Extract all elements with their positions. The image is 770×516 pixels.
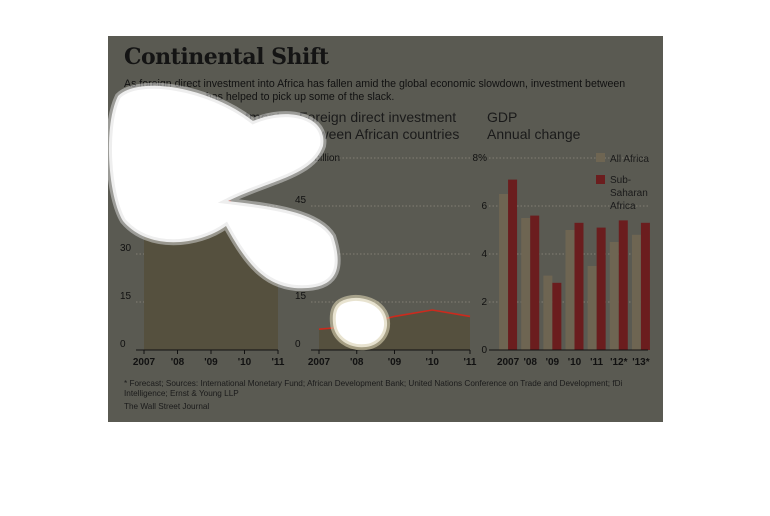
x-tick-label: 2007 bbox=[308, 357, 331, 368]
infographic-panel: Continental Shift As foreign direct inve… bbox=[108, 36, 663, 422]
x-tick-label: '08 bbox=[523, 357, 537, 368]
overlay-blob-small bbox=[329, 294, 391, 351]
overlay-shapes bbox=[108, 82, 391, 351]
bar-all-africa bbox=[543, 275, 553, 350]
y-tick-label: 15 bbox=[295, 291, 307, 302]
bar-sub-saharan bbox=[508, 179, 518, 350]
x-tick-label: '10 bbox=[238, 357, 252, 368]
x-tick-label: '10 bbox=[568, 357, 582, 368]
x-tick-label: '09 bbox=[546, 357, 560, 368]
bar-sub-saharan bbox=[574, 222, 584, 350]
x-tick-label: 2007 bbox=[497, 357, 520, 368]
legend-label-sub-saharan: Sub-Saharan Africa bbox=[610, 175, 648, 212]
y-tick-label: 30 bbox=[120, 243, 132, 254]
bar-sub-saharan bbox=[596, 227, 606, 350]
bar-sub-saharan bbox=[618, 220, 628, 350]
x-tick-label: '09 bbox=[388, 357, 402, 368]
x-tick-label: '11 bbox=[272, 357, 285, 368]
source-credit: The Wall Street Journal bbox=[124, 402, 210, 411]
x-tick-label: '12* bbox=[610, 357, 628, 368]
gdp-title: GDP Annual change bbox=[487, 109, 581, 142]
y-tick-label: 45 bbox=[295, 195, 307, 206]
bar-all-africa bbox=[587, 266, 597, 350]
bar-all-africa bbox=[521, 218, 531, 350]
x-tick-label: '09 bbox=[204, 357, 218, 368]
y-tick-label: 0 bbox=[120, 339, 126, 350]
y-tick-label: 6 bbox=[481, 201, 487, 212]
y-tick-label: 15 bbox=[120, 291, 132, 302]
bar-sub-saharan bbox=[552, 282, 562, 350]
y-tick-label: 0 bbox=[481, 345, 487, 356]
x-tick-label: '13* bbox=[632, 357, 650, 368]
x-tick-label: '08 bbox=[171, 357, 185, 368]
bar-all-africa bbox=[609, 242, 619, 350]
bar-all-africa bbox=[631, 234, 641, 350]
x-tick-label: '11 bbox=[590, 357, 603, 368]
unit-label: 8% bbox=[473, 153, 488, 164]
x-tick-label: '08 bbox=[350, 357, 364, 368]
x-tick-label: '10 bbox=[425, 357, 439, 368]
legend-swatch-all-africa bbox=[596, 153, 605, 162]
legend-swatch-sub-saharan bbox=[596, 175, 605, 184]
x-tick-label: '11 bbox=[464, 357, 477, 368]
y-tick-label: 0 bbox=[295, 339, 301, 350]
overlay-blob-large bbox=[108, 82, 341, 292]
bar-all-africa bbox=[565, 230, 575, 350]
footnote: * Forecast; Sources: International Monet… bbox=[124, 379, 623, 398]
chart-title: Continental Shift bbox=[124, 44, 329, 70]
legend-label-all-africa: All Africa bbox=[610, 154, 649, 165]
y-tick-label: 4 bbox=[481, 249, 487, 260]
y-tick-label: 2 bbox=[481, 297, 487, 308]
bar-all-africa bbox=[499, 194, 509, 350]
x-tick-label: 2007 bbox=[133, 357, 156, 368]
bar-sub-saharan bbox=[640, 222, 650, 350]
bar-sub-saharan bbox=[530, 215, 540, 350]
